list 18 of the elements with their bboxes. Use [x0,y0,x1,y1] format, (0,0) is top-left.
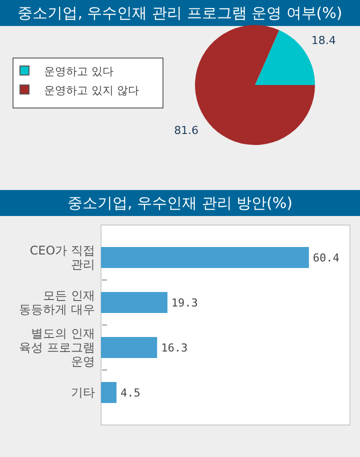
y-tick-label: 모든 인재 동등하게 대우 [19,288,95,316]
bar [101,337,158,358]
legend-label: 운영하고 있지 않다 [44,84,139,97]
data-label: 18.4 [311,34,336,48]
data-label: 60.4 [312,252,340,264]
data-label: 4.5 [120,386,140,400]
chart-title: 중소기업, 우수인재 관리 프로그램 운영 여부(%) [18,4,342,22]
bar [101,247,309,268]
y-tick-label: 별도의 인재 육성 프로그램 운영 [19,326,95,368]
legend-label: 운영하고 있다 [44,65,114,78]
y-tick-label: CEO가 직접 관리 [30,244,95,272]
data-label: 16.3 [161,342,188,354]
bar [101,292,168,313]
chart-title: 중소기업, 우수인재 관리 방안(%) [67,194,293,212]
data-label: 81.6 [174,124,199,137]
y-tick-label: 기타 [71,386,95,400]
data-label: 19.3 [171,296,198,310]
bar [101,382,116,403]
